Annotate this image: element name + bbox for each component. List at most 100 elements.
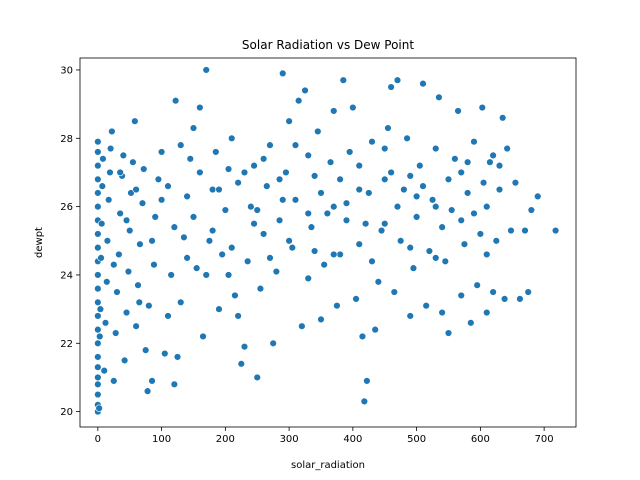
data-point	[132, 322, 140, 330]
data-point	[432, 202, 440, 211]
data-point	[122, 216, 131, 224]
data-point	[94, 325, 102, 334]
data-point	[122, 308, 131, 317]
data-point	[396, 237, 405, 245]
data-point	[304, 209, 312, 218]
data-point	[470, 209, 478, 218]
data-point	[253, 206, 261, 214]
data-point	[196, 168, 204, 177]
data-point	[192, 264, 201, 272]
data-point	[143, 387, 152, 395]
data-point	[400, 185, 408, 194]
data-point	[460, 240, 469, 248]
data-point	[250, 220, 258, 228]
data-point	[94, 161, 102, 170]
x-axis-ticks: 0 100 200 300 400 500 600 700	[95, 427, 554, 445]
data-point	[428, 196, 437, 204]
data-point	[291, 196, 300, 204]
data-point	[164, 182, 172, 190]
data-point	[94, 271, 102, 279]
data-point	[95, 404, 103, 412]
data-point	[454, 107, 462, 115]
data-point	[234, 179, 242, 187]
data-point	[345, 148, 354, 156]
data-point	[141, 346, 150, 354]
data-point	[470, 138, 478, 146]
data-point	[371, 325, 379, 334]
plot-frame	[79, 57, 577, 428]
data-point	[339, 76, 347, 84]
data-point	[489, 151, 497, 160]
data-point	[135, 298, 143, 306]
data-point	[444, 175, 453, 183]
data-point	[365, 189, 373, 197]
data-point	[317, 315, 325, 324]
data-point	[177, 141, 185, 149]
data-point	[183, 192, 191, 201]
data-point	[97, 254, 105, 262]
data-point	[473, 281, 481, 289]
data-point	[479, 179, 488, 187]
data-point	[269, 339, 277, 347]
data-point	[124, 267, 133, 276]
data-point	[534, 192, 542, 201]
data-point	[113, 288, 121, 296]
data-point	[467, 319, 475, 327]
data-points	[94, 66, 560, 416]
data-point	[463, 189, 472, 197]
data-point	[94, 175, 102, 183]
data-point	[266, 254, 274, 262]
data-point	[157, 148, 166, 156]
data-point	[215, 185, 223, 194]
data-point	[106, 168, 114, 177]
data-point	[384, 124, 392, 132]
data-point	[189, 124, 198, 132]
data-point	[412, 192, 421, 201]
data-point	[483, 202, 491, 211]
data-point	[282, 168, 290, 177]
data-point	[432, 144, 440, 153]
y-axis-label: dewpt	[34, 227, 45, 258]
y-tick-label: 30	[60, 65, 73, 76]
data-point	[164, 312, 172, 320]
data-point	[368, 257, 376, 265]
data-point	[432, 254, 440, 262]
data-point	[101, 319, 110, 327]
data-point	[361, 220, 370, 228]
data-point	[387, 168, 395, 177]
data-point	[94, 189, 102, 197]
data-point	[126, 226, 134, 235]
data-point	[94, 138, 102, 146]
data-point	[451, 155, 459, 163]
data-point	[275, 175, 284, 183]
data-point	[288, 243, 296, 252]
data-point	[330, 250, 338, 259]
x-axis-label: solar_radiation	[291, 460, 365, 471]
x-tick-label: 700	[535, 434, 554, 445]
data-point	[304, 274, 312, 283]
data-point	[215, 305, 223, 313]
data-point	[94, 390, 102, 399]
data-point	[412, 213, 421, 221]
data-point	[94, 380, 102, 388]
data-point	[145, 302, 153, 310]
data-point	[148, 377, 156, 385]
data-point	[120, 356, 129, 365]
data-point	[259, 155, 268, 163]
x-tick-label: 200	[216, 434, 235, 445]
data-point	[202, 66, 210, 74]
data-point	[119, 151, 128, 160]
data-point	[406, 312, 414, 320]
data-point	[171, 97, 180, 105]
data-point	[250, 161, 258, 170]
data-point	[320, 261, 328, 269]
data-point	[489, 288, 497, 296]
data-point	[177, 298, 185, 306]
data-point	[447, 206, 456, 214]
data-point	[355, 161, 363, 170]
data-point	[500, 295, 509, 303]
data-point	[498, 114, 507, 122]
data-point	[98, 182, 107, 190]
data-point	[503, 144, 511, 153]
data-point	[342, 216, 351, 224]
